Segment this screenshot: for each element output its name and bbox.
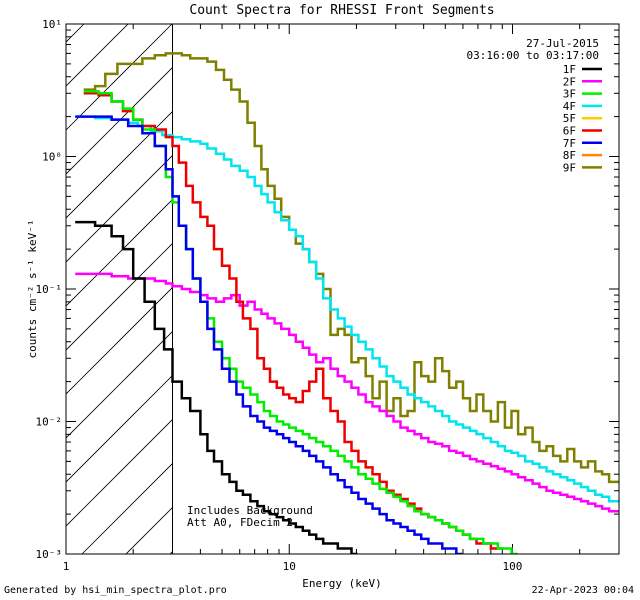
hatch-line (258, 24, 640, 554)
hatch-line (214, 24, 640, 554)
x-axis-label: Energy (keV) (302, 577, 381, 590)
hatch-line (66, 110, 173, 219)
x-tick-label: 100 (503, 560, 523, 573)
hatch-line (66, 198, 173, 307)
time-range-label: 03:16:00 to 03:17:00 (467, 49, 599, 62)
series-6F (83, 92, 504, 550)
y-tick-label: 10¹ (42, 18, 62, 31)
hatch-line (66, 242, 173, 351)
tick-labels: 1 10 100 10¹ 10⁰ 10⁻¹ 10⁻² 10⁻³ (36, 18, 523, 573)
legend-label-7F: 7F (563, 137, 576, 150)
hatch-lines (66, 24, 640, 554)
hatched-region (66, 24, 640, 554)
y-tick-label: 10⁻² (36, 416, 63, 429)
hatch-line (66, 286, 173, 395)
x-tick-label: 1 (63, 560, 70, 573)
footer-timestamp: 22-Apr-2023 00:04 (531, 585, 634, 596)
legend-label-8F: 8F (563, 149, 576, 162)
series-2F (75, 272, 619, 513)
legend-label-3F: 3F (563, 88, 576, 101)
y-tick-label: 10⁰ (42, 151, 62, 164)
series-3F (83, 90, 518, 554)
series-4F (75, 115, 619, 503)
series-7F (75, 115, 463, 554)
hatch-line (302, 24, 640, 554)
y-axis-label: counts cm⁻² s⁻¹ keV⁻¹ (26, 219, 39, 358)
hatch-line (66, 374, 173, 483)
hatch-line (81, 462, 173, 554)
legend-label-6F: 6F (563, 125, 576, 138)
date-label: 27-Jul-2015 (526, 37, 599, 50)
legend-label-4F: 4F (563, 100, 576, 113)
series-layer (75, 52, 619, 554)
legend-label-1F: 1F (563, 63, 576, 76)
hatch-line (346, 24, 640, 554)
annotation-background: Includes Background (187, 504, 313, 517)
chart-title: Count Spectra for RHESSI Front Segments (189, 3, 494, 18)
legend-label-9F: 9F (563, 161, 576, 174)
series-9F (83, 52, 619, 484)
y-tick-label: 10⁻³ (36, 548, 63, 561)
x-tick-label: 10 (283, 560, 296, 573)
hatch-line (66, 24, 173, 131)
series-1F (75, 220, 358, 554)
axes-ticks (65, 23, 620, 555)
plot-frame (65, 23, 620, 555)
footer-generated-by: Generated by hsi_min_spectra_plot.pro (4, 585, 227, 596)
legend-label-5F: 5F (563, 112, 576, 125)
y-tick-label: 10⁻¹ (36, 283, 63, 296)
hatch-line (66, 418, 173, 527)
annotation-attenuator: Att A0, FDecim 2 (187, 516, 293, 529)
hatch-line (522, 24, 640, 554)
hatch-line (66, 24, 129, 87)
legend-label-2F: 2F (563, 75, 576, 88)
